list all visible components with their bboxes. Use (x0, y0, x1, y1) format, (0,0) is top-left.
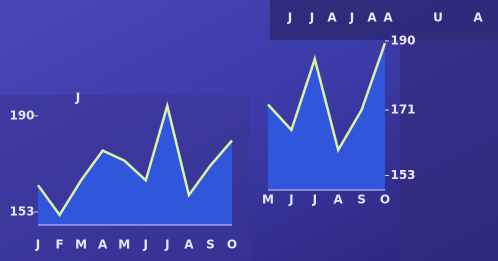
x-tick-label: J (288, 193, 293, 207)
top-label: A (383, 11, 393, 25)
x-tick-label: A (184, 238, 194, 252)
x-tick-label: M (262, 193, 274, 207)
top-label: J (349, 11, 354, 25)
top-label: A (327, 11, 337, 25)
x-tick-label: O (227, 238, 237, 252)
scene: J JJAJAAUA153190JFMAMJJASO153171190MJJAS… (0, 0, 498, 261)
x-tick-label: A (334, 193, 344, 207)
y-tick-label: 190 (9, 108, 34, 122)
y-tick-label: 171 (390, 103, 415, 117)
top-label: A (473, 11, 483, 25)
x-tick-label: M (118, 238, 130, 252)
x-tick-label: J (164, 238, 169, 252)
x-tick-label: O (380, 193, 390, 207)
top-label: J (287, 11, 292, 25)
y-tick-label: 153 (390, 168, 415, 182)
x-tick-label: J (312, 193, 317, 207)
x-tick-label: M (75, 238, 87, 252)
x-tick-label: J (143, 238, 148, 252)
x-tick-label: F (55, 238, 63, 252)
annotation: J (75, 91, 80, 105)
x-tick-label: S (357, 193, 366, 207)
top-label: J (309, 11, 314, 25)
y-tick-label: 153 (9, 205, 34, 219)
x-tick-label: S (206, 238, 215, 252)
x-tick-label: J (35, 238, 40, 252)
top-label: A (367, 11, 377, 25)
right-panel (400, 30, 498, 261)
x-tick-label: A (98, 238, 108, 252)
top-label: U (433, 11, 443, 25)
y-tick-label: 190 (390, 33, 415, 47)
